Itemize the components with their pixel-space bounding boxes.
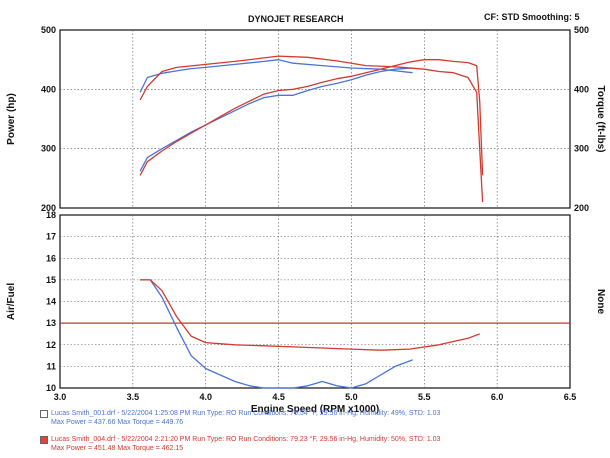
none-axis-label: None [595, 289, 606, 314]
airfuel-tick-label: 16 [46, 253, 56, 263]
airfuel-tick-label: 17 [46, 232, 56, 242]
torque-tick-label: 200 [574, 203, 589, 213]
torque-tick-label: 400 [574, 84, 589, 94]
airfuel-tick-label: 14 [46, 297, 56, 307]
x-tick-label: 6.5 [564, 392, 577, 402]
torque-tick-label: 500 [574, 25, 589, 35]
x-tick-label: 6.0 [491, 392, 504, 402]
power-series-run2 [139, 59, 484, 176]
legend-run2-info: Lucas Smith_004.drf - 5/22/2004 2:21:20 … [51, 436, 441, 443]
legend-run1-info: Lucas Smith_001.drf - 5/22/2004 1:25:08 … [51, 410, 441, 417]
legend-run2-max: Max Power = 451.48 Max Torque = 462.15 [51, 445, 184, 452]
airfuel-series-run2 [140, 279, 480, 351]
power-torque-panel [59, 29, 571, 209]
legend-swatch-run1 [40, 410, 48, 418]
airfuel-axis-label: Air/Fuel [6, 283, 17, 320]
airfuel-panel [59, 214, 571, 389]
legend: Lucas Smith_001.drf - 5/22/2004 1:25:08 … [40, 409, 440, 427]
torque-series-run2 [139, 55, 484, 203]
torque-axis-label: Torque (ft-lbs) [595, 85, 606, 152]
airfuel-tick-label: 18 [46, 210, 56, 220]
x-axis-label: Engine Speed (RPM x1000) [251, 404, 379, 415]
airfuel-tick-label: 11 [46, 361, 56, 371]
airfuel-tick-label: 13 [46, 318, 56, 328]
x-tick-label: 3.0 [54, 392, 67, 402]
power-tick-label: 400 [41, 84, 56, 94]
power-series-run1 [139, 67, 413, 172]
x-tick-label: 4.0 [199, 392, 212, 402]
legend-entry-run1: Lucas Smith_001.drf - 5/22/2004 1:25:08 … [40, 409, 440, 427]
airfuel-tick-label: 10 [46, 383, 56, 393]
legend-swatch-run2 [40, 436, 48, 444]
airfuel-tick-label: 15 [46, 275, 56, 285]
power-tick-label: 200 [41, 203, 56, 213]
airfuel-tick-label: 12 [46, 340, 56, 350]
x-tick-label: 3.5 [127, 392, 140, 402]
legend-entry-run2: Lucas Smith_004.drf - 5/22/2004 2:21:20 … [40, 435, 440, 453]
torque-series-run1 [139, 59, 413, 93]
torque-tick-label: 300 [574, 144, 589, 154]
x-tick-label: 5.0 [345, 392, 358, 402]
power-axis-label: Power (hp) [6, 93, 17, 145]
legend-run1-max: Max Power = 437.66 Max Torque = 449.76 [51, 419, 184, 426]
cf-smoothing-label: CF: STD Smoothing: 5 [484, 12, 580, 22]
chart-title: DYNOJET RESEARCH [248, 14, 344, 24]
x-tick-label: 4.5 [272, 392, 285, 402]
airfuel-series-run1 [140, 279, 413, 389]
x-tick-label: 5.5 [418, 392, 431, 402]
power-tick-label: 500 [41, 25, 56, 35]
power-tick-label: 300 [41, 144, 56, 154]
legend-2: Lucas Smith_004.drf - 5/22/2004 2:21:20 … [40, 435, 440, 453]
